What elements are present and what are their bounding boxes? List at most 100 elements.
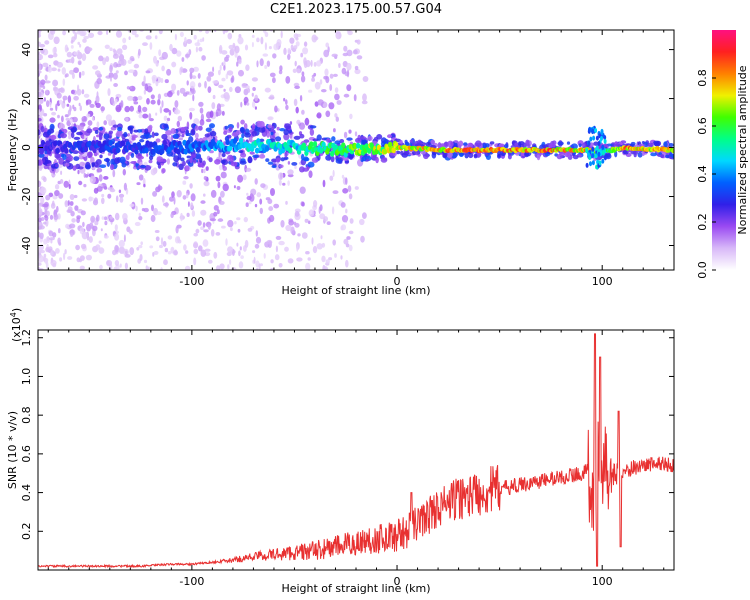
spectrogram-noise-cell [341,215,349,223]
spectrogram-noise-cell [67,200,70,207]
spectrogram-noise-cell [275,235,282,240]
spectrogram-noise-cell [86,113,91,118]
spectrogram-noise-cell [44,80,51,84]
spectrogram-noise-cell [184,265,191,270]
spectrogram-noise-cell [73,51,79,56]
spectrogram-noise-cell [161,65,165,72]
spectrogram-noise-cell [362,93,367,102]
spectrogram-noise-cell [171,191,175,198]
spectrogram-disturbance-cell [591,153,595,159]
spectrogram-noise-cell [138,174,144,181]
spectrogram-band-cell [414,150,419,156]
spectrogram-noise-cell [160,267,163,270]
spectrogram-noise-cell [58,228,61,234]
spectrogram-band-cell [256,120,262,128]
spectrogram-band-cell [209,123,215,129]
spectrogram-noise-cell [146,153,149,157]
spectrogram-noise-cell [218,164,223,171]
spectrogram-band-cell [299,133,305,139]
spectrogram-ridge-cell [162,139,167,146]
spectrogram-noise-cell [138,30,145,32]
spectrogram-ridge-cell [225,139,230,146]
spectrogram-noise-cell [297,233,301,237]
spectrogram-noise-cell [266,60,271,67]
spectrogram-band-cell [270,131,274,136]
spectrogram-noise-cell [90,215,96,223]
spectrogram-noise-cell [59,257,63,262]
spectrogram-noise-cell [244,44,249,51]
spectrogram-band-cell [301,153,305,161]
spectrogram-noise-cell [119,197,124,203]
spectrogram-noise-cell [45,194,51,201]
snr-y-tick-label: 1.0 [20,368,33,386]
spectrogram-noise-cell [177,239,182,244]
spectrogram-noise-cell [349,218,354,224]
spectrogram-noise-cell [221,77,226,82]
spectrogram-band-cell [275,136,282,142]
spectrogram-noise-cell [43,221,47,225]
snr-y-tick-label: 0.6 [20,445,33,463]
spectrogram-noise-cell [193,66,199,72]
spectrogram-noise-cell [236,61,239,67]
spectrogram-band-cell [91,162,96,167]
spectrogram-ridge-cell [382,148,388,155]
spectrogram-noise-cell [191,75,197,79]
spectrogram-band-cell [223,130,228,135]
spectrogram-noise-cell [227,219,234,228]
spectrogram-band-cell [85,164,91,170]
spectrogram-noise-cell [218,84,224,89]
spectrogram-noise-cell [77,50,80,54]
spectrogram-noise-cell [38,217,42,223]
spectrogram-noise-cell [163,115,168,121]
spectrogram-noise-cell [197,220,202,226]
spectrogram-noise-cell [288,220,295,226]
spectrogram-ridge-cell [391,147,396,154]
spectrogram-band-cell [316,134,322,141]
spectrogram-noise-cell [246,195,252,201]
spectrogram-disturbance-cell [595,135,599,141]
spectrogram-noise-cell [314,101,319,107]
spectrogram-noise-cell [255,230,258,237]
spectrogram-y-label: Frequency (Hz) [6,109,19,192]
spectrogram-band-cell [94,164,101,168]
spectrogram-noise-cell [107,193,112,199]
spectrogram-noise-cell [203,181,210,187]
spectrogram-noise-cell [138,113,143,119]
spectrogram-noise-cell [140,241,143,246]
spectrogram-noise-cell [129,247,135,256]
spectrogram-noise-cell [105,56,110,62]
spectrogram-noise-cell [207,224,211,230]
spectrogram-noise-cell [201,55,206,61]
spectrogram-band-cell [194,125,199,131]
spectrogram-noise-cell [332,73,338,77]
spectrogram-noise-cell [38,109,41,114]
spectrogram-x-label: Height of straight line (km) [281,284,430,297]
spectrogram-band-cell [442,151,448,158]
spectrogram-noise-cell [113,83,118,87]
spectrogram-noise-cell [135,205,138,212]
spectrogram-noise-cell [210,229,215,237]
spectrogram-noise-cell [150,99,156,105]
spectrogram-band-cell [536,154,541,161]
spectrogram-band-cell [197,163,204,168]
spectrogram-noise-cell [77,30,82,32]
spectrogram-noise-cell [356,55,363,60]
spectrogram-noise-cell [211,102,216,110]
spectrogram-noise-cell [236,186,241,190]
spectrogram-ridge-cell [115,147,121,154]
spectrogram-noise-cell [199,107,204,114]
spectrogram-noise-cell [161,100,164,108]
spectrogram-band-cell [614,143,621,148]
spectrogram-noise-cell [240,101,243,108]
spectrogram-noise-cell [260,183,266,189]
spectrogram-band-cell [557,141,564,146]
spectrogram-noise-cell [167,90,173,98]
spectrogram-ridge-cell [254,147,260,154]
spectrogram-band-cell [38,159,43,166]
spectrogram-noise-cell [321,89,327,93]
spectrogram-noise-cell [85,174,89,178]
spectrogram-noise-cell [70,89,75,95]
spectrogram-noise-cell [39,232,44,239]
spectrogram-noise-cell [114,260,120,266]
spectrogram-band-cell [149,155,154,161]
